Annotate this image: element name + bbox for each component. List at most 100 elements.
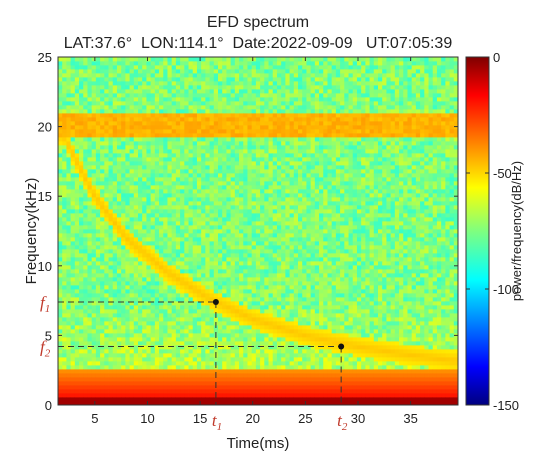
heatmap-cell [79,337,84,342]
heatmap-cell [70,89,76,94]
heatmap-cell [83,373,88,378]
heatmap-cell [104,113,109,118]
heatmap-cell [74,137,80,142]
heatmap-cell [129,353,135,358]
heatmap-cell [268,85,274,90]
heatmap-cell [264,89,269,94]
heatmap-cell [70,261,76,266]
heatmap-cell [276,293,282,298]
heatmap-cell [133,245,139,250]
heatmap-cell [188,125,194,130]
heatmap-cell [247,109,253,114]
heatmap-cell [104,349,109,354]
heatmap-cell [272,201,278,206]
heatmap-cell [230,237,236,242]
heatmap-cell [83,389,88,394]
heatmap-cell [150,329,156,334]
heatmap-cell [230,373,236,378]
heatmap-cell [108,97,114,102]
heatmap-cell [108,189,114,194]
heatmap-cell [87,73,93,78]
heatmap-cell [293,265,299,270]
heatmap-cell [138,381,143,386]
heatmap-cell [243,89,248,94]
heatmap-cell [293,297,299,302]
heatmap-cell [116,317,122,322]
heatmap-cell [272,329,278,334]
heatmap-cell [285,305,290,310]
heatmap-cell [247,381,253,386]
heatmap-cell [205,141,210,146]
heatmap-cell [239,221,244,226]
heatmap-cell [129,205,135,210]
heatmap-cell [91,393,97,398]
heatmap-cell [171,177,177,182]
heatmap-cell [268,269,274,274]
heatmap-cell [239,209,244,214]
heatmap-cell [289,369,295,374]
heatmap-cell [100,325,105,330]
heatmap-cell [276,201,282,206]
heatmap-cell [95,341,101,346]
heatmap-cell [260,365,265,370]
heatmap-cell [66,389,72,394]
heatmap-cell [218,113,223,118]
heatmap-cell [171,269,177,274]
heatmap-cell [138,229,143,234]
heatmap-cell [108,161,114,166]
heatmap-cell [255,237,261,242]
heatmap-cell [243,329,248,334]
heatmap-cell [218,93,223,98]
heatmap-cell [209,81,215,86]
heatmap-cell [209,165,215,170]
heatmap-cell [293,177,299,182]
heatmap-cell [247,245,253,250]
heatmap-cell [188,285,194,290]
heatmap-cell [247,341,253,346]
heatmap-cell [163,141,168,146]
heatmap-cell [167,89,173,94]
heatmap-cell [209,373,215,378]
heatmap-cell [272,229,278,234]
heatmap-cell [218,245,223,250]
heatmap-cell [268,241,274,246]
heatmap-cell [218,373,223,378]
heatmap-cell [100,97,105,102]
heatmap-cell [180,69,185,74]
heatmap-cell [129,349,135,354]
heatmap-cell [196,253,202,258]
heatmap-cell [87,277,93,282]
heatmap-cell [201,157,206,162]
heatmap-cell [175,105,181,110]
heatmap-cell [62,117,67,122]
heatmap-cell [196,333,202,338]
heatmap-cell [264,221,269,226]
heatmap-cell [251,77,257,82]
heatmap-cell [209,345,215,350]
heatmap-cell [87,109,93,114]
heatmap-cell [205,85,210,90]
heatmap-cell [83,209,88,214]
heatmap-cell [62,137,67,142]
heatmap-cell [276,385,282,390]
heatmap-cell [222,309,227,314]
heatmap-cell [184,317,189,322]
heatmap-cell [83,269,88,274]
heatmap-cell [293,257,299,262]
heatmap-cell [171,285,177,290]
heatmap-cell [163,129,168,134]
heatmap-cell [70,213,76,218]
heatmap-cell [192,337,198,342]
heatmap-cell [70,365,76,370]
heatmap-cell [167,261,173,266]
heatmap-cell [281,349,286,354]
heatmap-cell [247,137,253,142]
heatmap-cell [285,401,290,405]
heatmap-cell [70,401,76,405]
heatmap-cell [243,265,248,270]
heatmap-cell [209,253,215,258]
heatmap-cell [218,61,223,66]
heatmap-cell [150,177,156,182]
heatmap-cell [285,389,290,394]
heatmap-cell [213,221,219,226]
